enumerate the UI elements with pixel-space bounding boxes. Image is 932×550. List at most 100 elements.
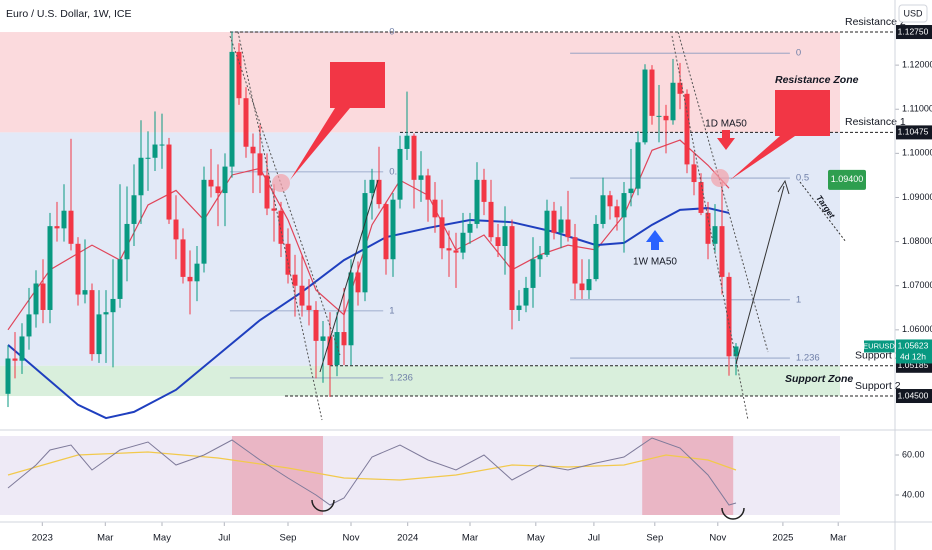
candle-body: [698, 182, 704, 213]
background: [0, 32, 840, 515]
zone-label: Support Zone: [785, 373, 853, 385]
candle-body: [726, 276, 732, 357]
countdown: 4d 12h: [900, 352, 926, 362]
symbol-box: [864, 340, 895, 353]
x-tick-label: May: [527, 533, 545, 544]
candle-body: [404, 135, 410, 149]
candle-body: [572, 237, 578, 284]
projection-line: [735, 185, 785, 365]
rsi-ma: [7, 451, 737, 481]
candle-body: [131, 195, 137, 224]
target-price: 1.09400: [831, 174, 864, 184]
zone: [0, 32, 840, 133]
fib-label: 1.236: [796, 353, 820, 364]
candle-body: [481, 179, 487, 202]
candle-body: [159, 144, 165, 146]
candle-body: [103, 312, 109, 315]
candle-body: [565, 219, 571, 238]
candle-body: [327, 336, 333, 366]
candle-body: [313, 309, 319, 341]
y-tick-label: 1.11000: [902, 104, 932, 114]
candle-body: [194, 263, 200, 282]
candle-body: [264, 175, 270, 209]
target-line: [799, 181, 847, 243]
trend-line: [671, 35, 749, 421]
candle-body: [495, 237, 501, 247]
candle-body: [180, 239, 186, 277]
candle-body: [579, 283, 585, 291]
x-tick-label: Mar: [462, 533, 478, 544]
candle-body: [600, 195, 606, 224]
candle-body: [5, 358, 11, 394]
last-price-box: [896, 339, 932, 364]
rsi-highlight: [232, 436, 324, 515]
level-name: Resistance 2: [845, 16, 906, 28]
rejection-marker: [711, 169, 729, 187]
plot: 1.06000 1.07000 1.08000 1.09000 1.10000 1.110…: [5, 16, 932, 544]
level-price: 1.04500: [898, 390, 929, 400]
candle-body: [299, 285, 305, 306]
candle-body: [516, 305, 522, 310]
rsi-line: [7, 437, 737, 506]
candle-body: [138, 157, 144, 196]
candle-body: [530, 259, 536, 288]
fib-label: 1: [389, 305, 394, 316]
candle-body: [439, 217, 445, 249]
x-tick-label: Nov: [709, 533, 726, 544]
target-box: [828, 169, 866, 190]
candle-body: [110, 298, 116, 313]
rsi-bracket: [721, 507, 745, 520]
level-price-box: [896, 25, 932, 40]
x-tick-label: Sep: [280, 533, 297, 544]
candle-body: [229, 51, 235, 167]
candle-body: [509, 226, 515, 310]
candle-body: [12, 358, 18, 361]
candle-body: [271, 208, 277, 211]
candle-body: [201, 179, 207, 264]
candle-body: [187, 276, 193, 282]
candle-body: [614, 206, 620, 218]
candle-body: [432, 199, 438, 218]
candle-body: [117, 259, 123, 299]
candle-body: [355, 272, 361, 293]
candle-body: [628, 188, 634, 194]
level-name: Support 2: [855, 380, 901, 392]
candle-body: [733, 346, 739, 357]
candle-body: [453, 250, 459, 253]
candle-body: [411, 135, 417, 180]
candle-body: [558, 219, 564, 233]
level-price-box: [896, 125, 932, 140]
level-name: Resistance 1: [845, 116, 906, 128]
candle-body: [292, 274, 298, 286]
candle-body: [348, 272, 354, 346]
candle-body: [68, 210, 74, 244]
candle-body: [544, 210, 550, 255]
candle-body: [642, 69, 648, 143]
level-price-box: [896, 389, 932, 404]
candle-body: [145, 157, 151, 159]
candle-body: [250, 146, 256, 154]
candle-body: [383, 204, 389, 260]
down-arrow: [717, 130, 735, 150]
candle-body: [152, 144, 158, 158]
y-tick-label: 1.07000: [902, 280, 932, 290]
zone-label: Resistance Zone: [775, 74, 859, 86]
candle-body: [320, 336, 326, 341]
candle-body: [607, 195, 613, 207]
rsi-bracket: [311, 499, 335, 512]
candle-body: [26, 314, 32, 337]
zone: [0, 365, 840, 397]
candle-body: [656, 115, 662, 117]
candle-body: [537, 254, 543, 260]
candle-body: [47, 226, 53, 310]
candle-body: [19, 336, 25, 361]
trend-line: [677, 31, 769, 353]
y-tick-label: 1.06000: [902, 324, 932, 334]
y-tick-label: 1.09000: [902, 192, 932, 202]
up-arrow: [646, 230, 664, 250]
candle-body: [719, 226, 725, 277]
fib-label: 0.5: [796, 173, 809, 184]
candle-body: [208, 179, 214, 187]
candle-body: [369, 179, 375, 194]
candle-body: [663, 115, 669, 121]
